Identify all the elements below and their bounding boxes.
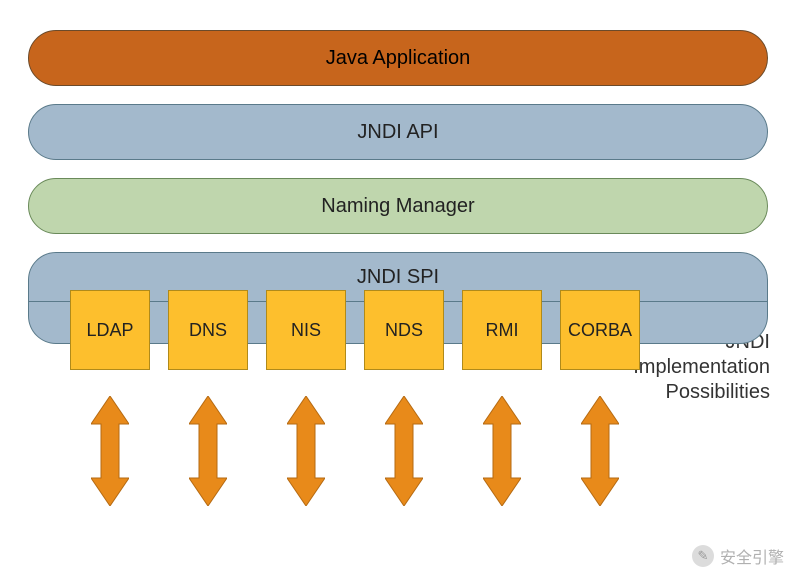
- arrow-row: [70, 396, 640, 506]
- double-arrow-icon: [189, 396, 227, 506]
- provider-row: LDAP DNS NIS NDS RMI CORBA: [70, 290, 640, 370]
- provider-nis: NIS: [266, 290, 346, 370]
- watermark-icon: ✎: [692, 545, 714, 567]
- layer-label: JNDI API: [357, 121, 438, 144]
- provider-label: DNS: [189, 320, 227, 341]
- double-arrow-icon: [287, 396, 325, 506]
- double-arrow-icon: [581, 396, 619, 506]
- arrow-slot: [168, 396, 248, 506]
- layer-jndi-api: JNDI API: [28, 104, 768, 160]
- layer-java-application: Java Application: [28, 30, 768, 86]
- provider-label: NIS: [291, 320, 321, 341]
- watermark: ✎ 安全引擎: [692, 544, 784, 568]
- layer-naming-manager: Naming Manager: [28, 178, 768, 234]
- layer-label: Naming Manager: [321, 195, 474, 218]
- double-arrow-icon: [91, 396, 129, 506]
- provider-dns: DNS: [168, 290, 248, 370]
- arrow-slot: [364, 396, 444, 506]
- arrow-slot: [462, 396, 542, 506]
- side-label-line: Possibilities: [633, 380, 770, 405]
- provider-label: NDS: [385, 320, 423, 341]
- provider-label: LDAP: [86, 320, 133, 341]
- double-arrow-icon: [385, 396, 423, 506]
- arrow-slot: [560, 396, 640, 506]
- layer-label: Java Application: [326, 47, 471, 70]
- watermark-text: 安全引擎: [720, 544, 784, 568]
- layer-label: JNDI SPI: [357, 266, 439, 289]
- side-label-line: Implementation: [633, 355, 770, 380]
- arrow-slot: [266, 396, 346, 506]
- provider-nds: NDS: [364, 290, 444, 370]
- provider-rmi: RMI: [462, 290, 542, 370]
- provider-label: RMI: [486, 320, 519, 341]
- provider-corba: CORBA: [560, 290, 640, 370]
- provider-ldap: LDAP: [70, 290, 150, 370]
- provider-label: CORBA: [568, 320, 632, 341]
- double-arrow-icon: [483, 396, 521, 506]
- arrow-slot: [70, 396, 150, 506]
